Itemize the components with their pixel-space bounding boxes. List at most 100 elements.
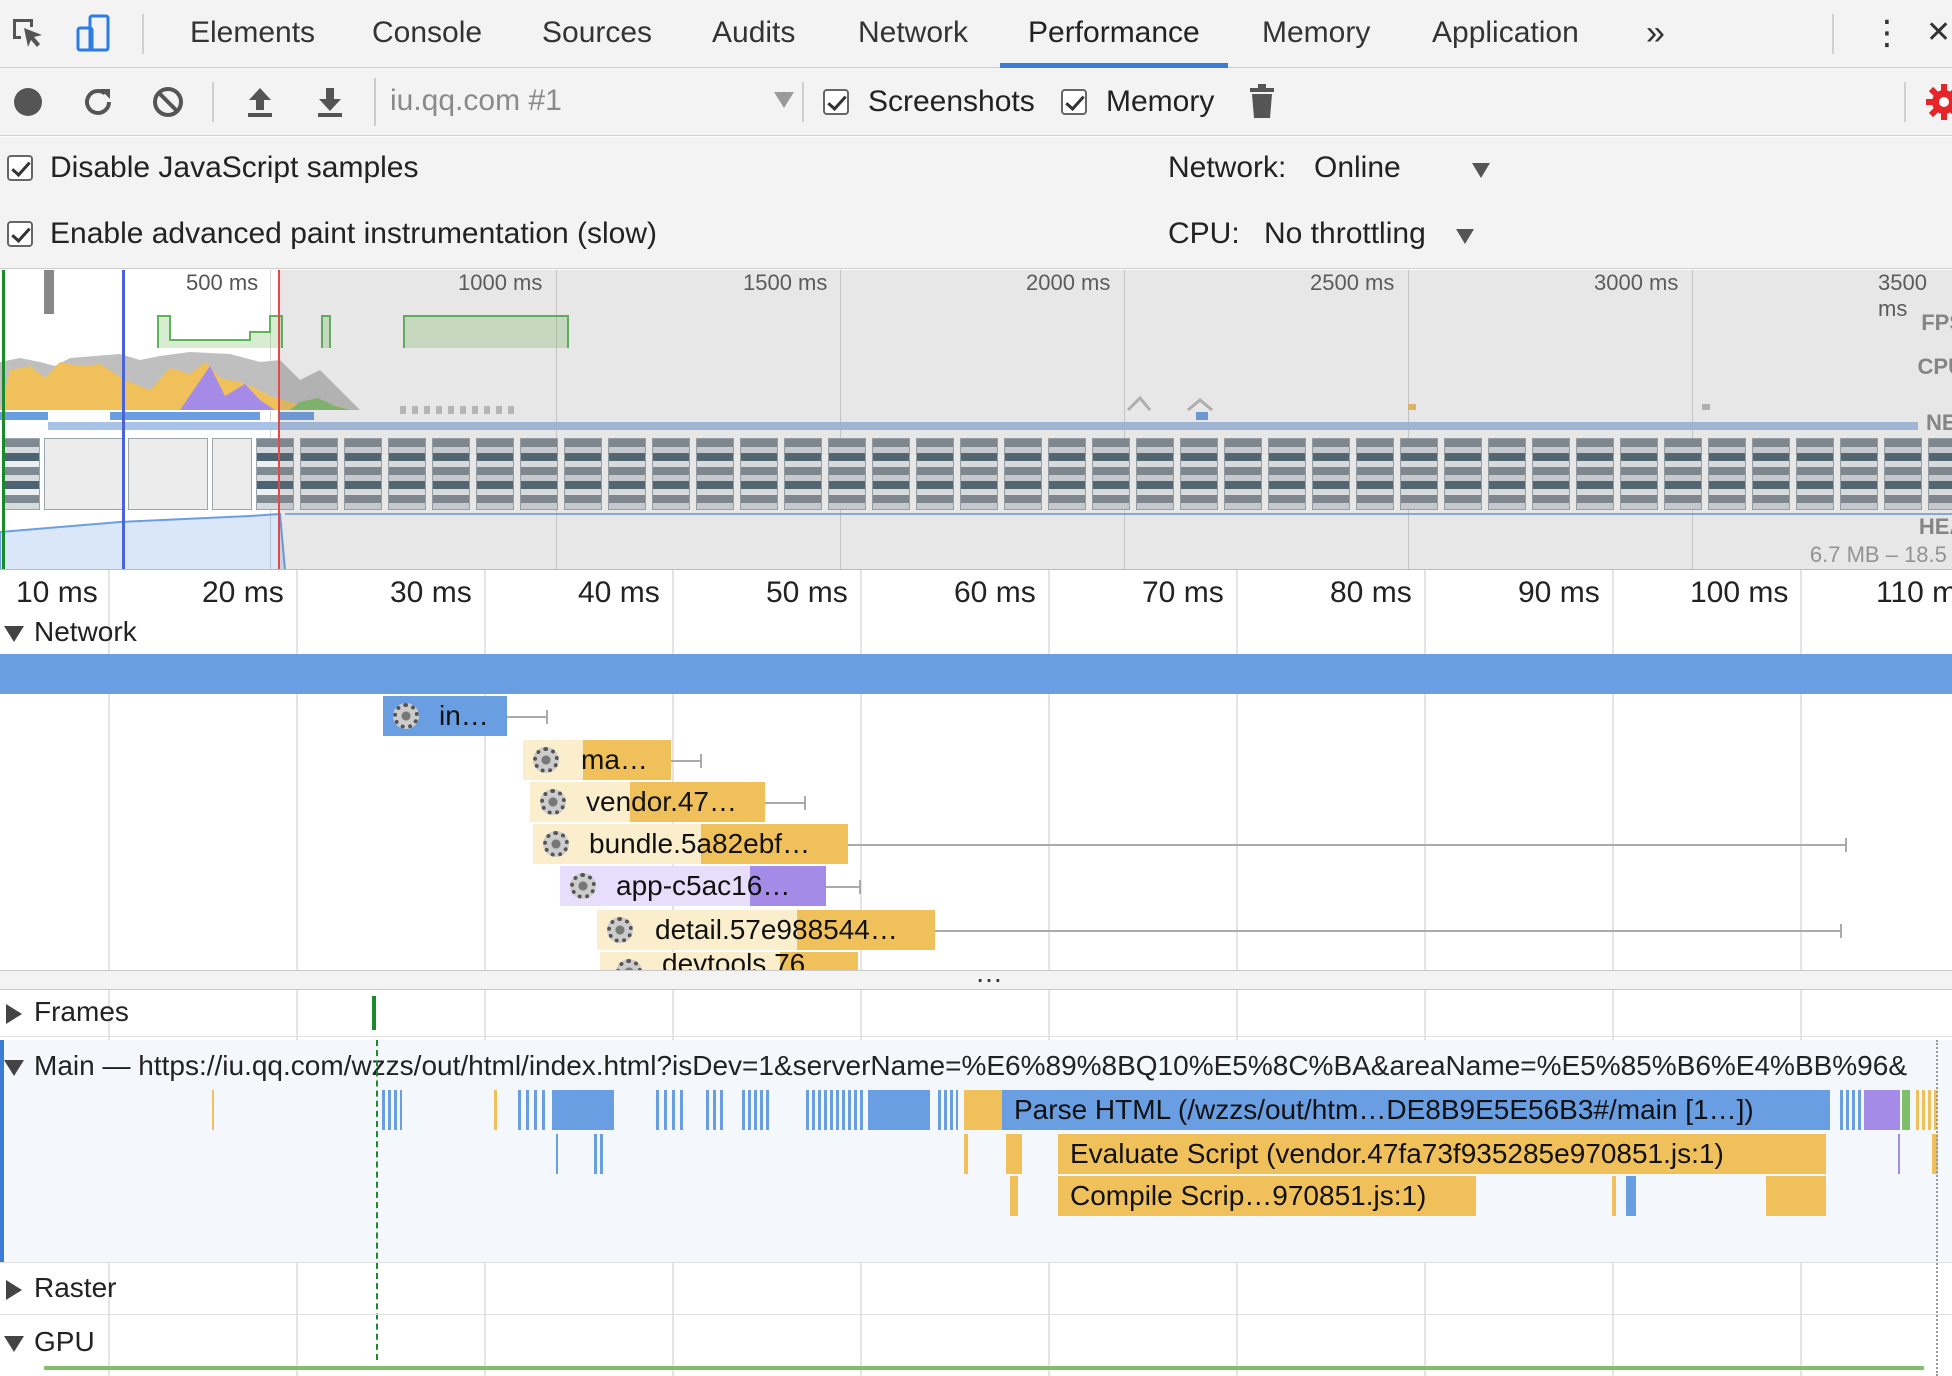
screenshot-thumbnail[interactable] [1048, 438, 1086, 510]
flame-slice[interactable] [1864, 1090, 1900, 1130]
memory-checkbox[interactable] [1061, 89, 1087, 115]
screenshot-thumbnail[interactable] [696, 438, 734, 510]
tab-memory[interactable]: Memory [1262, 16, 1371, 49]
network-request-bar[interactable]: app-c5ac16… [560, 866, 826, 906]
trash-icon[interactable] [1238, 78, 1286, 126]
screenshot-thumbnail[interactable] [1708, 438, 1746, 510]
flame-slice[interactable] [742, 1090, 772, 1130]
screenshot-thumbnail[interactable] [1796, 438, 1834, 510]
gpu-track-title[interactable]: GPU [34, 1326, 95, 1357]
tab-application[interactable]: Application [1432, 16, 1579, 49]
screenshot-thumbnail[interactable] [1884, 438, 1922, 510]
screenshot-thumbnail[interactable] [1268, 438, 1306, 510]
screenshot-thumbnail[interactable] [652, 438, 690, 510]
flame-slice[interactable] [556, 1134, 558, 1174]
network-request-bar[interactable]: vendor.47… [530, 782, 765, 822]
evaluate-script-slice[interactable]: Evaluate Script (vendor.47fa73f935285e97… [1058, 1134, 1826, 1174]
flame-slice[interactable] [1612, 1176, 1616, 1216]
clear-icon[interactable] [144, 78, 192, 126]
network-request-bar[interactable]: in… [383, 696, 507, 736]
screenshots-checkbox[interactable] [823, 89, 849, 115]
network-request-bar[interactable]: ma… [523, 740, 671, 780]
screenshot-thumbnail[interactable] [1180, 438, 1218, 510]
screenshot-thumbnail[interactable] [564, 438, 602, 510]
screenshot-thumbnail[interactable] [784, 438, 822, 510]
screenshot-thumbnail[interactable] [1400, 438, 1438, 510]
flame-slice[interactable] [964, 1090, 1002, 1130]
network-track-title[interactable]: Network [34, 616, 137, 647]
tab-elements[interactable]: Elements [190, 16, 316, 49]
cpu-throttle-select[interactable]: No throttling [1264, 217, 1426, 250]
flame-slice[interactable] [594, 1134, 606, 1174]
screenshot-thumbnail[interactable] [828, 438, 866, 510]
timeline-overview[interactable]: 500 ms 1000 ms 1500 ms 2000 ms 2500 ms 3… [0, 270, 1952, 570]
flame-slice[interactable] [938, 1090, 958, 1130]
flame-slice[interactable] [552, 1090, 614, 1130]
screenshot-thumbnail[interactable] [1532, 438, 1570, 510]
capture-settings-gear-icon[interactable] [1920, 78, 1952, 126]
screenshot-thumbnail[interactable] [1224, 438, 1262, 510]
screenshot-thumbnail[interactable] [1312, 438, 1350, 510]
flame-slice[interactable] [1006, 1134, 1022, 1174]
tab-console[interactable]: Console [372, 16, 483, 49]
tab-performance[interactable]: Performance [1000, 0, 1228, 68]
network-throttle-chevron-icon[interactable] [1472, 163, 1490, 178]
network-track-toggle-icon[interactable] [4, 626, 24, 642]
screenshot-thumbnail[interactable] [1752, 438, 1790, 510]
disable-js-samples-checkbox[interactable] [7, 155, 33, 181]
main-track-toggle-icon[interactable] [4, 1060, 24, 1076]
screenshot-thumbnail[interactable] [1664, 438, 1702, 510]
more-tabs-button[interactable]: » [1646, 14, 1665, 52]
flame-slice[interactable] [1626, 1176, 1636, 1216]
reload-record-icon[interactable] [74, 78, 122, 126]
save-profile-icon[interactable] [306, 78, 354, 126]
screenshot-thumbnail[interactable] [608, 438, 646, 510]
network-request-bar[interactable]: bundle.5a82ebf… [533, 824, 848, 864]
screenshot-thumbnail[interactable] [1576, 438, 1614, 510]
screenshot-thumbnail[interactable] [128, 438, 208, 510]
screenshot-thumbnail[interactable] [1620, 438, 1658, 510]
advanced-paint-checkbox[interactable] [7, 221, 33, 247]
screenshot-thumbnail[interactable] [256, 438, 294, 510]
frames-track-title[interactable]: Frames [34, 996, 129, 1027]
flame-slice[interactable] [656, 1090, 686, 1130]
record-button[interactable] [4, 78, 52, 126]
screenshot-thumbnail[interactable] [1356, 438, 1394, 510]
tab-sources[interactable]: Sources [542, 16, 653, 49]
flame-slice[interactable] [518, 1090, 548, 1130]
screenshot-thumbnail[interactable] [1928, 438, 1952, 510]
screenshot-thumbnail[interactable] [1004, 438, 1042, 510]
screenshot-thumbnail[interactable] [520, 438, 558, 510]
customize-menu-button[interactable]: ⋮ [1870, 14, 1904, 52]
flame-slice[interactable] [706, 1090, 726, 1130]
screenshot-thumbnail[interactable] [1136, 438, 1174, 510]
cpu-throttle-chevron-icon[interactable] [1456, 229, 1474, 244]
screenshot-thumbnail[interactable] [388, 438, 426, 510]
raster-track-toggle-icon[interactable] [6, 1280, 22, 1300]
screenshot-thumbnail[interactable] [212, 438, 252, 510]
selection-left-handle[interactable] [44, 270, 54, 314]
screenshot-thumbnail[interactable] [432, 438, 470, 510]
tab-network[interactable]: Network [858, 16, 969, 49]
parse-html-slice[interactable]: Parse HTML (/wzzs/out/htm…DE8B9E5E56B3#/… [1002, 1090, 1830, 1130]
device-toolbar-icon[interactable] [70, 10, 118, 58]
flame-slice[interactable] [1898, 1134, 1900, 1174]
flame-slice[interactable] [1766, 1176, 1826, 1216]
gpu-track-toggle-icon[interactable] [4, 1336, 24, 1352]
tab-audits[interactable]: Audits [712, 16, 796, 49]
screenshot-thumbnail[interactable] [300, 438, 338, 510]
gpu-activity-bar[interactable] [44, 1366, 1924, 1370]
screenshot-thumbnail[interactable] [916, 438, 954, 510]
screenshot-thumbnail[interactable] [1488, 438, 1526, 510]
inspect-element-icon[interactable] [4, 10, 52, 58]
network-request-bar[interactable]: detail.57e988544… [597, 910, 935, 950]
screenshot-thumbnail[interactable] [872, 438, 910, 510]
screenshot-thumbnail[interactable] [1444, 438, 1482, 510]
raster-track-title[interactable]: Raster [34, 1272, 117, 1303]
screenshot-thumbnail[interactable] [476, 438, 514, 510]
flame-slice[interactable] [868, 1090, 930, 1130]
flame-slice[interactable] [806, 1090, 866, 1130]
flame-slice[interactable] [494, 1090, 497, 1130]
flame-slice[interactable] [212, 1090, 214, 1130]
screenshot-thumbnail[interactable] [960, 438, 998, 510]
